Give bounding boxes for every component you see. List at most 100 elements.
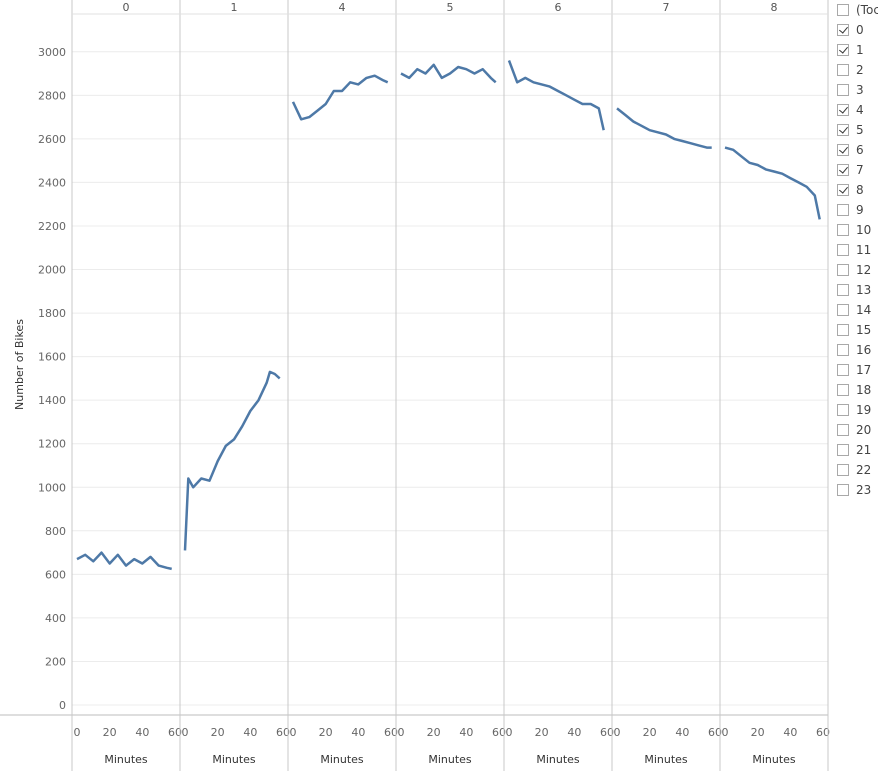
filter-checkbox[interactable]: [837, 364, 849, 376]
filter-option-19[interactable]: 19: [834, 400, 878, 420]
filter-checkbox[interactable]: [837, 444, 849, 456]
filter-option-6[interactable]: 6: [834, 140, 878, 160]
y-tick-label: 2600: [38, 133, 66, 146]
filter-option-18[interactable]: 18: [834, 380, 878, 400]
x-axis-title: Minutes: [536, 753, 580, 766]
filter-checkbox[interactable]: [837, 284, 849, 296]
filter-checkbox[interactable]: [837, 124, 849, 136]
filter-checkbox[interactable]: [837, 224, 849, 236]
x-tick-label: 0: [74, 726, 81, 739]
filter-option-14[interactable]: 14: [834, 300, 878, 320]
filter-option-label: 16: [856, 343, 872, 357]
filter-checkbox[interactable]: [837, 264, 849, 276]
filter-checkbox[interactable]: [837, 324, 849, 336]
x-tick-label: 60: [600, 726, 614, 739]
filter-option-22[interactable]: 22: [834, 460, 878, 480]
filter-option-2[interactable]: 2: [834, 60, 878, 80]
filter-option-12[interactable]: 12: [834, 260, 878, 280]
filter-checkbox[interactable]: [837, 64, 849, 76]
filter-option-8[interactable]: 8: [834, 180, 878, 200]
filter-checkbox[interactable]: [837, 104, 849, 116]
filter-option-13[interactable]: 13: [834, 280, 878, 300]
x-tick-label: 60: [276, 726, 290, 739]
x-tick-label: 20: [751, 726, 765, 739]
panel-header-label: 1: [231, 1, 238, 14]
filter-checkbox[interactable]: [837, 84, 849, 96]
filter-option-label: 10: [856, 223, 872, 237]
y-tick-label: 1000: [38, 481, 66, 494]
filter-option-label: 20: [856, 423, 872, 437]
x-tick-label: 40: [675, 726, 689, 739]
filter-all-checkbox[interactable]: [837, 4, 849, 16]
filter-option-7[interactable]: 7: [834, 160, 878, 180]
panel-header-label: 7: [663, 1, 670, 14]
filter-option-9[interactable]: 9: [834, 200, 878, 220]
x-tick-label: 0: [290, 726, 297, 739]
filter-option-label: 11: [856, 243, 872, 257]
filter-checkbox[interactable]: [837, 144, 849, 156]
filter-option-label: 15: [856, 323, 872, 337]
x-tick-label: 20: [427, 726, 441, 739]
series-line-hour-0: [76, 551, 172, 571]
filter-checkbox[interactable]: [837, 44, 849, 56]
filter-option-15[interactable]: 15: [834, 320, 878, 340]
x-tick-label: 60: [492, 726, 506, 739]
filter-option-11[interactable]: 11: [834, 240, 878, 260]
filter-option-5[interactable]: 5: [834, 120, 878, 140]
x-tick-label: 0: [398, 726, 405, 739]
filter-option-label: 7: [856, 163, 864, 177]
filter-checkbox[interactable]: [837, 244, 849, 256]
x-axis-title: Minutes: [104, 753, 148, 766]
x-tick-label: 60: [168, 726, 182, 739]
x-axis-title: Minutes: [428, 753, 472, 766]
filter-checkbox[interactable]: [837, 24, 849, 36]
filter-option-label: 14: [856, 303, 872, 317]
filter-checkbox[interactable]: [837, 184, 849, 196]
filter-checkbox[interactable]: [837, 304, 849, 316]
series-line-hour-6: [507, 60, 605, 131]
filter-option-20[interactable]: 20: [834, 420, 878, 440]
panel-header-label: 0: [123, 1, 130, 14]
filter-checkbox[interactable]: [837, 164, 849, 176]
filter-option-1[interactable]: 1: [834, 40, 878, 60]
filter-checkbox[interactable]: [837, 424, 849, 436]
filter-option-label: 4: [856, 103, 864, 117]
y-tick-label: 1200: [38, 438, 66, 451]
filter-option-16[interactable]: 16: [834, 340, 878, 360]
filter-option-label: 23: [856, 483, 872, 497]
y-tick-label: 0: [59, 699, 66, 712]
x-axis-title: Minutes: [212, 753, 256, 766]
filter-option-label: 19: [856, 403, 872, 417]
x-tick-label: 20: [643, 726, 657, 739]
filter-checkbox[interactable]: [837, 344, 849, 356]
filter-option-10[interactable]: 10: [834, 220, 878, 240]
y-tick-label: 800: [45, 525, 66, 538]
filter-option-3[interactable]: 3: [834, 80, 878, 100]
filter-option-17[interactable]: 17: [834, 360, 878, 380]
filter-option-label: 17: [856, 363, 872, 377]
filter-option-label: 1: [856, 43, 864, 57]
series-line-hour-5: [400, 63, 497, 84]
y-tick-label: 3000: [38, 46, 66, 59]
panel-header-label: 4: [339, 1, 346, 14]
filter-checkbox[interactable]: [837, 384, 849, 396]
filter-option-0[interactable]: 0: [834, 20, 878, 40]
y-axis-title: Number of Bikes: [13, 319, 26, 410]
x-tick-label: 20: [103, 726, 117, 739]
y-tick-label: 2200: [38, 220, 66, 233]
filter-checkbox[interactable]: [837, 484, 849, 496]
filter-checkbox[interactable]: [837, 204, 849, 216]
series-line-hour-1: [183, 370, 281, 551]
filter-option-23[interactable]: 23: [834, 480, 878, 500]
filter-all-option[interactable]: (Toc: [834, 0, 878, 20]
x-tick-label: 20: [319, 726, 333, 739]
filter-checkbox[interactable]: [837, 464, 849, 476]
filter-option-label: 21: [856, 443, 872, 457]
y-tick-label: 600: [45, 568, 66, 581]
x-tick-label: 0: [614, 726, 621, 739]
y-tick-label: 1600: [38, 351, 66, 364]
filter-option-4[interactable]: 4: [834, 100, 878, 120]
filter-option-21[interactable]: 21: [834, 440, 878, 460]
y-tick-label: 2000: [38, 264, 66, 277]
filter-checkbox[interactable]: [837, 404, 849, 416]
